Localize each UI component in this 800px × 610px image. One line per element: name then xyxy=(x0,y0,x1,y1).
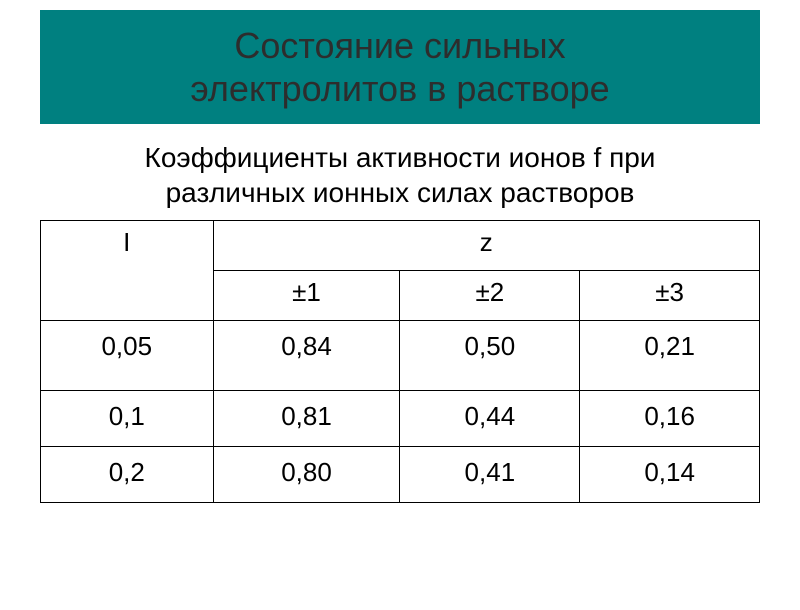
cell-val: 0,81 xyxy=(213,391,400,447)
cell-I: 0,1 xyxy=(41,391,214,447)
title-line-1: Состояние сильных xyxy=(60,24,740,67)
title-line-2: электролитов в растворе xyxy=(60,67,740,110)
header-I: I xyxy=(41,221,214,321)
cell-val: 0,44 xyxy=(400,391,580,447)
header-z-col-2: ±2 xyxy=(400,271,580,321)
cell-val: 0,80 xyxy=(213,447,400,503)
header-z: z xyxy=(213,221,759,271)
header-z-col-3: ±3 xyxy=(580,271,760,321)
coefficients-table: I z ±1 ±2 ±3 0,05 0,84 0,50 0,21 0,1 0,8… xyxy=(40,220,760,503)
table-row: 0,05 0,84 0,50 0,21 xyxy=(41,321,760,391)
table-row: 0,1 0,81 0,44 0,16 xyxy=(41,391,760,447)
subtitle-line-2: различных ионных силах растворов xyxy=(40,175,760,210)
cell-val: 0,50 xyxy=(400,321,580,391)
table-header-row-1: I z xyxy=(41,221,760,271)
subtitle-line-1: Коэффициенты активности ионов f при xyxy=(40,140,760,175)
subtitle: Коэффициенты активности ионов f при разл… xyxy=(0,134,800,220)
coefficients-table-wrap: I z ±1 ±2 ±3 0,05 0,84 0,50 0,21 0,1 0,8… xyxy=(0,220,800,503)
cell-val: 0,16 xyxy=(580,391,760,447)
table-row: 0,2 0,80 0,41 0,14 xyxy=(41,447,760,503)
cell-val: 0,84 xyxy=(213,321,400,391)
cell-I: 0,05 xyxy=(41,321,214,391)
cell-I: 0,2 xyxy=(41,447,214,503)
cell-val: 0,14 xyxy=(580,447,760,503)
title-banner: Состояние сильных электролитов в раствор… xyxy=(40,10,760,124)
cell-val: 0,41 xyxy=(400,447,580,503)
header-z-col-1: ±1 xyxy=(213,271,400,321)
cell-val: 0,21 xyxy=(580,321,760,391)
